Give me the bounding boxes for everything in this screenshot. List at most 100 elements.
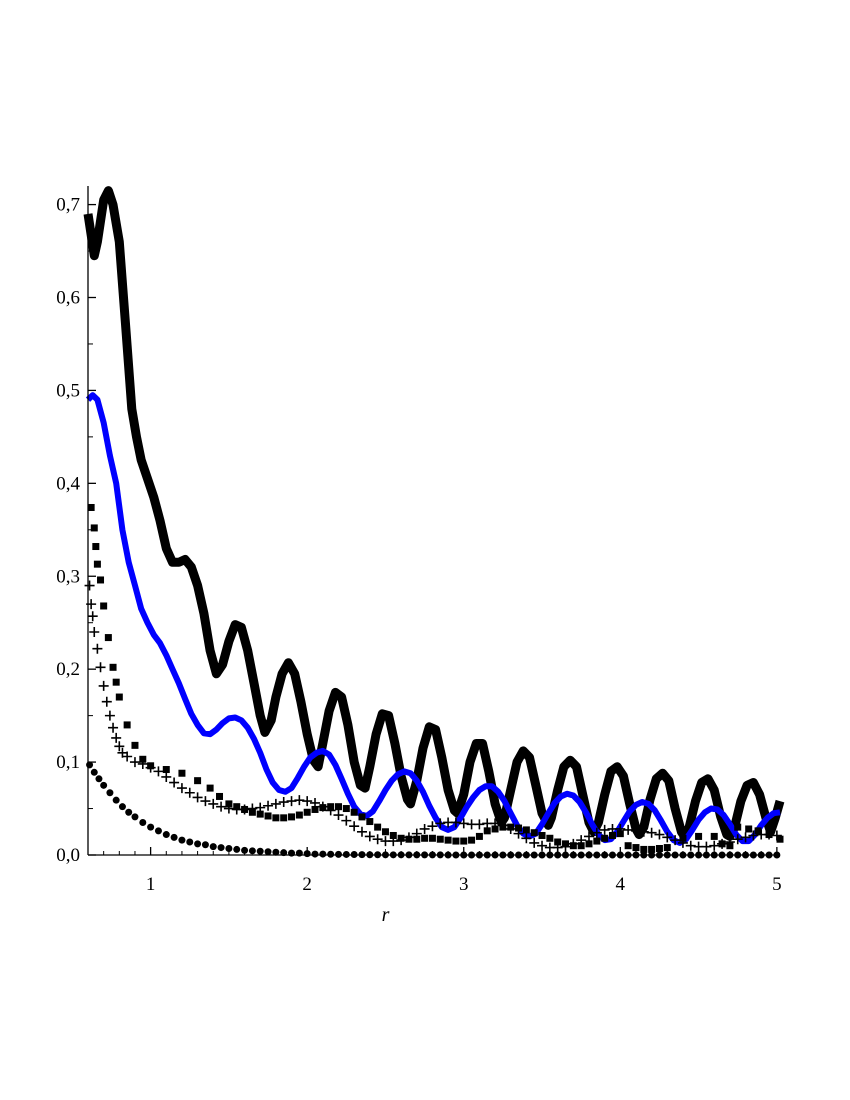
data-point-plus bbox=[341, 815, 352, 826]
data-point-plus bbox=[685, 840, 696, 851]
data-point-plus bbox=[356, 826, 367, 837]
data-point-square bbox=[342, 805, 350, 813]
data-point-circle bbox=[327, 850, 335, 858]
x-tick-label: 1 bbox=[146, 874, 156, 895]
data-point-circle bbox=[112, 796, 120, 804]
data-point-square bbox=[92, 543, 100, 551]
data-point-plus bbox=[529, 837, 540, 848]
data-point-plus bbox=[184, 787, 195, 798]
data-point-square bbox=[90, 524, 98, 532]
y-tick-label: 0,7 bbox=[56, 195, 80, 216]
data-point-square bbox=[280, 814, 288, 822]
series-line bbox=[85, 392, 781, 846]
data-point-plus bbox=[638, 826, 649, 837]
data-point-plus bbox=[333, 810, 344, 821]
data-point-plus bbox=[748, 830, 759, 841]
data-point-plus bbox=[101, 696, 112, 707]
data-point-plus bbox=[153, 766, 164, 777]
data-point-square bbox=[745, 825, 753, 833]
data-point-plus bbox=[263, 800, 274, 811]
data-point-plus bbox=[411, 828, 422, 839]
x-tick-label: 4 bbox=[616, 874, 626, 895]
series-1 bbox=[83, 186, 785, 841]
data-point-circle bbox=[100, 781, 108, 789]
data-point-plus bbox=[771, 830, 782, 841]
data-point-plus bbox=[709, 840, 720, 851]
data-point-plus bbox=[216, 801, 227, 812]
data-point-plus bbox=[764, 829, 775, 840]
data-point-square bbox=[162, 766, 170, 774]
data-point-circle bbox=[311, 850, 319, 858]
data-point-square bbox=[710, 832, 718, 840]
data-point-square bbox=[436, 835, 444, 843]
data-point-square bbox=[640, 845, 648, 853]
data-point-square bbox=[648, 845, 656, 853]
data-point-square bbox=[734, 823, 742, 831]
data-point-plus bbox=[552, 842, 563, 853]
data-point-square bbox=[608, 831, 616, 839]
data-point-plus bbox=[114, 741, 125, 752]
data-point-plus bbox=[521, 833, 532, 844]
data-point-square bbox=[546, 834, 554, 842]
data-point-circle bbox=[201, 841, 209, 849]
data-point-square bbox=[288, 813, 296, 821]
data-point-plus bbox=[717, 838, 728, 849]
data-point-square bbox=[104, 634, 112, 642]
data-point-circle bbox=[147, 823, 155, 831]
data-point-plus bbox=[349, 821, 360, 832]
data-point-plus bbox=[92, 643, 103, 654]
data-point-plus bbox=[200, 796, 211, 807]
x-tick-label: 2 bbox=[302, 874, 312, 895]
data-point-circle bbox=[217, 844, 225, 852]
data-point-plus bbox=[474, 819, 485, 830]
data-point-plus bbox=[364, 831, 375, 842]
data-point-square bbox=[389, 831, 397, 839]
data-point-square bbox=[663, 844, 671, 852]
data-point-circle bbox=[233, 845, 241, 853]
y-tick-label: 0,4 bbox=[56, 473, 80, 494]
data-point-square bbox=[754, 827, 762, 835]
data-point-plus bbox=[623, 824, 634, 835]
data-point-plus bbox=[662, 832, 673, 843]
y-tick-label: 0,5 bbox=[56, 380, 80, 401]
data-point-plus bbox=[98, 680, 109, 691]
data-point-circle bbox=[248, 847, 256, 855]
data-point-plus bbox=[317, 801, 328, 812]
data-point-plus bbox=[560, 841, 571, 852]
data-point-circle bbox=[162, 831, 170, 839]
data-point-square bbox=[421, 834, 429, 842]
data-point-plus bbox=[396, 835, 407, 846]
data-point-square bbox=[216, 792, 224, 800]
series-line bbox=[83, 186, 785, 841]
data-point-square bbox=[695, 832, 703, 840]
data-point-square bbox=[131, 741, 139, 749]
data-point-plus bbox=[161, 771, 172, 782]
y-tick-label: 0,3 bbox=[56, 566, 80, 587]
data-point-circle bbox=[125, 808, 133, 816]
data-point-square bbox=[554, 838, 562, 846]
data-point-plus bbox=[270, 798, 281, 809]
data-point-square bbox=[311, 805, 319, 813]
data-point-plus bbox=[372, 834, 383, 845]
data-point-square bbox=[264, 812, 272, 820]
data-point-square bbox=[515, 824, 523, 832]
data-point-square bbox=[776, 835, 784, 843]
data-point-circle bbox=[264, 848, 272, 856]
data-point-plus bbox=[302, 796, 313, 807]
data-point-square bbox=[100, 602, 108, 610]
data-point-plus bbox=[490, 818, 501, 829]
data-point-square bbox=[374, 823, 382, 831]
data-point-square bbox=[624, 842, 632, 850]
data-point-circle bbox=[241, 846, 249, 854]
data-point-plus bbox=[176, 783, 187, 794]
data-point-square bbox=[538, 831, 546, 839]
data-point-circle bbox=[95, 775, 103, 783]
data-point-plus bbox=[646, 827, 657, 838]
data-point-square bbox=[87, 503, 95, 511]
data-point-square bbox=[358, 813, 366, 821]
data-point-plus bbox=[192, 792, 203, 803]
data-point-square bbox=[109, 663, 117, 671]
y-tick-label: 0,2 bbox=[56, 659, 80, 680]
data-point-square bbox=[366, 818, 374, 826]
